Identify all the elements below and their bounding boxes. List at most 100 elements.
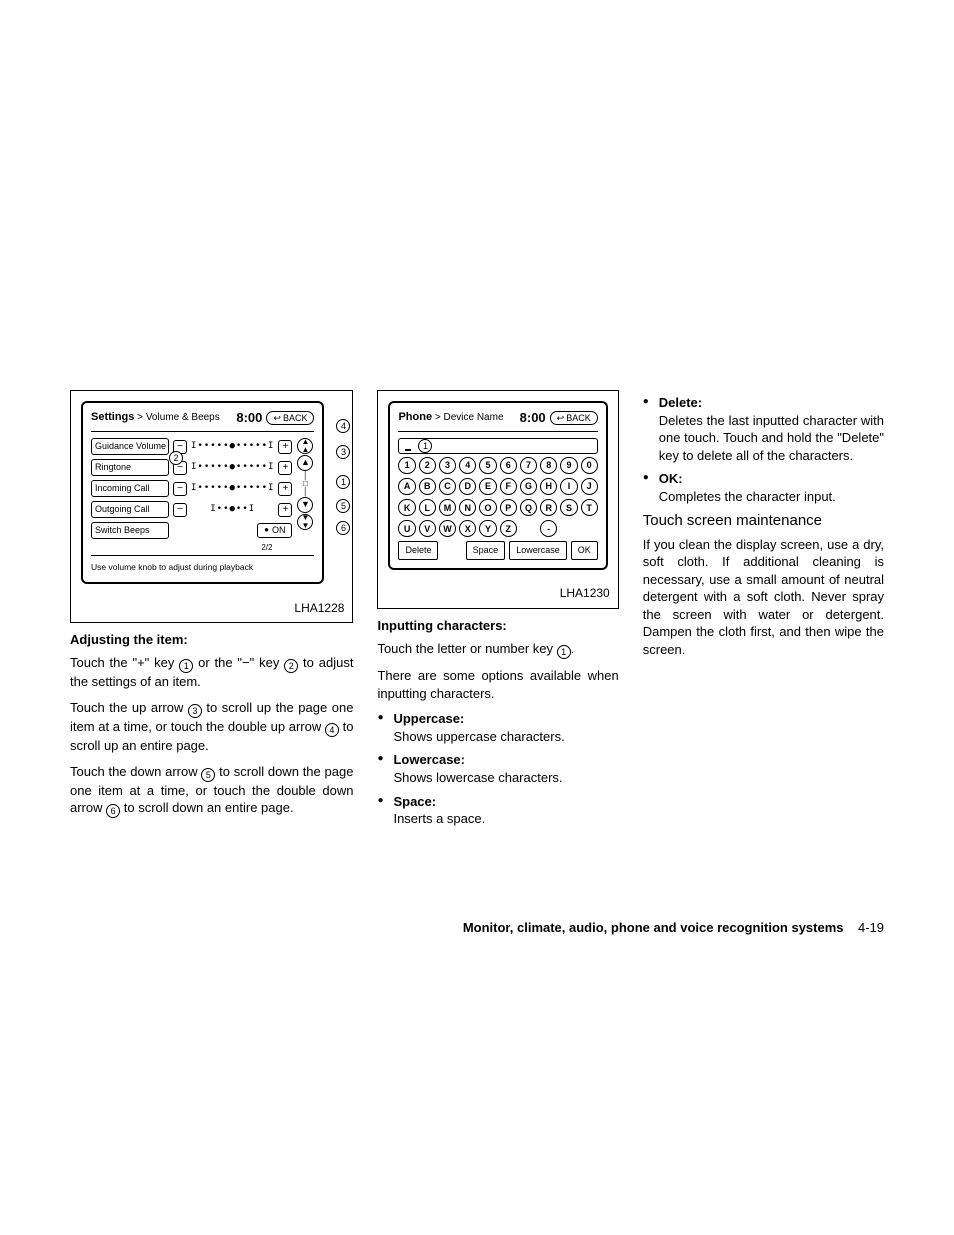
para-down-arrows: Touch the down arrow 5 to scroll down th…: [70, 763, 353, 819]
slider[interactable]: I••●••I: [191, 504, 274, 516]
key[interactable]: 5: [479, 457, 496, 474]
key[interactable]: 8: [540, 457, 557, 474]
delete-button[interactable]: Delete: [398, 541, 438, 559]
back-button[interactable]: BACK: [550, 411, 598, 425]
key[interactable]: P: [500, 499, 517, 516]
key[interactable]: 6: [500, 457, 517, 474]
callout-3: 3: [336, 445, 350, 459]
breadcrumb: Settings > Volume & Beeps: [91, 410, 220, 425]
space-button[interactable]: Space: [466, 541, 506, 559]
key[interactable]: W: [439, 520, 456, 537]
options-list: Uppercase:Shows uppercase characters. Lo…: [377, 710, 618, 827]
row-guidance-volume: Guidance Volume − I•••••●•••••I +: [91, 438, 292, 456]
row-ringtone: Ringtone − I•••••●•••••I +: [91, 459, 292, 477]
settings-screen: Settings > Volume & Beeps 8:00 BACK: [81, 401, 324, 584]
key[interactable]: F: [500, 478, 517, 495]
para-options: There are some options available when in…: [377, 667, 618, 702]
back-button[interactable]: BACK: [266, 411, 314, 425]
key[interactable]: Y: [479, 520, 496, 537]
key[interactable]: B: [419, 478, 436, 495]
list-item: Delete:Deletes the last inputted charact…: [643, 394, 884, 464]
minus-button[interactable]: −: [173, 503, 187, 517]
row-switch-beeps: Switch Beeps ON: [91, 522, 292, 540]
down-arrow[interactable]: ▼: [297, 497, 313, 513]
lowercase-button[interactable]: Lowercase: [509, 541, 567, 559]
plus-button[interactable]: +: [278, 461, 292, 475]
key[interactable]: V: [419, 520, 436, 537]
key[interactable]: A: [398, 478, 415, 495]
key[interactable]: 1: [398, 457, 415, 474]
keyboard-row-3: K L M N O P Q R S T: [398, 499, 597, 516]
para-up-arrows: Touch the up arrow 3 to scroll up the pa…: [70, 699, 353, 755]
key[interactable]: K: [398, 499, 415, 516]
key[interactable]: D: [459, 478, 476, 495]
page: Settings > Volume & Beeps 8:00 BACK: [0, 0, 954, 1235]
plus-button[interactable]: +: [278, 440, 292, 454]
figure-label: LHA1230: [560, 585, 610, 601]
row-incoming-call: Incoming Call − I•••••●•••••I +: [91, 480, 292, 498]
key[interactable]: E: [479, 478, 496, 495]
key[interactable]: 3: [439, 457, 456, 474]
key[interactable]: Z: [500, 520, 517, 537]
key[interactable]: 2: [419, 457, 436, 474]
key[interactable]: L: [419, 499, 436, 516]
clock: 8:00: [520, 409, 546, 427]
key[interactable]: 4: [459, 457, 476, 474]
para-plus-minus: Touch the "+" key 1 or the "−" key 2 to …: [70, 654, 353, 691]
callout-4: 4: [336, 419, 350, 433]
key[interactable]: T: [581, 499, 598, 516]
plus-button[interactable]: +: [278, 503, 292, 517]
key[interactable]: 9: [560, 457, 577, 474]
key[interactable]: Q: [520, 499, 537, 516]
ref-4: 4: [325, 723, 339, 737]
up-arrow[interactable]: ▲: [297, 455, 313, 471]
plus-button[interactable]: +: [278, 482, 292, 496]
key[interactable]: G: [520, 478, 537, 495]
key[interactable]: M: [439, 499, 456, 516]
section-title: Monitor, climate, audio, phone and voice…: [463, 920, 844, 935]
three-column-layout: Settings > Volume & Beeps 8:00 BACK: [70, 390, 884, 834]
keyboard-row-2: A B C D E F G H I J: [398, 478, 597, 495]
key[interactable]: 0: [581, 457, 598, 474]
key[interactable]: H: [540, 478, 557, 495]
keyboard-row-1: 1 2 3 4 5 6 7 8 9 0: [398, 457, 597, 474]
minus-button[interactable]: −: [173, 482, 187, 496]
row-outgoing-call: Outgoing Call − I••●••I +: [91, 501, 292, 519]
ref-2: 2: [284, 659, 298, 673]
slider[interactable]: I•••••●•••••I: [191, 462, 274, 474]
figure-1: Settings > Volume & Beeps 8:00 BACK: [70, 390, 353, 623]
key[interactable]: J: [581, 478, 598, 495]
breadcrumb-sub: Volume & Beeps: [146, 412, 220, 423]
breadcrumb-root: Phone: [398, 411, 432, 423]
key[interactable]: X: [459, 520, 476, 537]
key[interactable]: U: [398, 520, 415, 537]
key[interactable]: I: [560, 478, 577, 495]
ok-button[interactable]: OK: [571, 541, 598, 559]
key[interactable]: S: [560, 499, 577, 516]
key[interactable]: C: [439, 478, 456, 495]
clock: 8:00: [236, 409, 262, 427]
list-item: OK:Completes the character input.: [643, 470, 884, 505]
key[interactable]: O: [479, 499, 496, 516]
slider[interactable]: I•••••●•••••I: [191, 483, 274, 495]
key[interactable]: -: [540, 520, 557, 537]
slider[interactable]: I•••••●•••••I: [191, 441, 274, 453]
keyboard-bottom-row: Delete Space Lowercase OK: [398, 541, 597, 559]
double-down-arrow[interactable]: ▼▼: [297, 514, 313, 530]
callout-5: 5: [336, 499, 350, 513]
para-maintenance: If you clean the display screen, use a d…: [643, 536, 884, 659]
double-up-arrow[interactable]: ▲▲: [297, 438, 313, 454]
heading-inputting: Inputting characters:: [377, 617, 618, 635]
para-touch-key: Touch the letter or number key 1.: [377, 640, 618, 659]
callout-1: 1: [336, 475, 350, 489]
page-number: 4-19: [858, 920, 884, 935]
scroll-track: │□│: [303, 472, 308, 496]
subheading-maintenance: Touch screen maintenance: [643, 511, 884, 531]
column-2: Phone > Device Name 8:00 BACK: [377, 390, 618, 834]
breadcrumb: Phone > Device Name: [398, 410, 503, 425]
key[interactable]: N: [459, 499, 476, 516]
key[interactable]: R: [540, 499, 557, 516]
key[interactable]: 7: [520, 457, 537, 474]
list-item: Lowercase:Shows lowercase characters.: [377, 751, 618, 786]
on-toggle[interactable]: ON: [257, 523, 292, 537]
